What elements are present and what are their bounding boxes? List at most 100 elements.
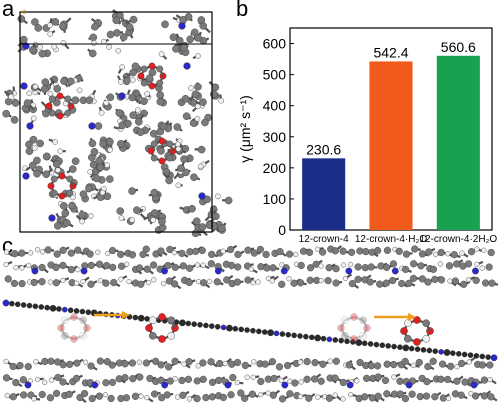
atom (138, 393, 144, 399)
panel-label-b: b (236, 0, 249, 21)
atom (135, 264, 144, 272)
atom (431, 275, 439, 283)
atom (85, 309, 92, 316)
atom (340, 396, 346, 402)
atom (395, 247, 403, 255)
atom (38, 278, 46, 286)
atom (229, 373, 237, 382)
atom (79, 331, 87, 340)
atom (275, 363, 284, 371)
atom (426, 347, 433, 354)
atom (121, 374, 129, 382)
atom (267, 329, 274, 337)
atom (186, 264, 194, 272)
atom (318, 263, 324, 269)
atom (165, 176, 174, 185)
atom (192, 247, 200, 255)
atom (115, 109, 124, 117)
atom (10, 116, 19, 124)
atom (283, 361, 292, 370)
atom (205, 221, 214, 230)
atom (31, 396, 37, 402)
y-tick-label: 600 (263, 36, 287, 52)
atom (29, 45, 37, 54)
atom (83, 324, 91, 332)
atom (74, 280, 80, 286)
atom (320, 335, 327, 342)
atom (244, 327, 250, 333)
atom (398, 279, 406, 288)
atom (95, 392, 104, 400)
atom (197, 163, 204, 170)
atom (150, 390, 159, 398)
atom (2, 374, 11, 382)
atom (160, 281, 167, 287)
atom (47, 22, 53, 29)
atom (165, 363, 173, 371)
y-tick-label: 200 (263, 160, 287, 176)
atom (374, 392, 382, 400)
atom (467, 352, 474, 358)
atom (190, 173, 198, 182)
atom (203, 322, 209, 329)
atom (20, 82, 28, 90)
atom (86, 250, 94, 258)
atom (71, 96, 80, 105)
atom (199, 98, 207, 106)
atom (22, 172, 30, 180)
unit-cell-outline (19, 11, 213, 233)
atom (97, 277, 104, 284)
atom (26, 262, 32, 268)
atom (47, 90, 54, 97)
atom (148, 82, 156, 90)
atom (129, 217, 135, 223)
atom (286, 390, 294, 398)
atom (345, 267, 353, 275)
atom (248, 390, 256, 398)
atom (224, 196, 233, 205)
atom (420, 347, 427, 353)
atom (59, 361, 67, 369)
atom (454, 364, 460, 370)
atom (341, 316, 349, 325)
atom (107, 394, 115, 403)
y-tick-label: 300 (263, 129, 287, 145)
atom (19, 376, 27, 384)
atom (131, 62, 140, 71)
atom (10, 279, 19, 288)
atom (424, 278, 432, 286)
atom (227, 245, 235, 254)
atom (156, 91, 164, 99)
atom (244, 246, 252, 254)
atom (400, 327, 408, 335)
y-axis-label: γ (μm² s⁻¹) (237, 95, 253, 163)
atom (410, 260, 418, 268)
atom (175, 36, 184, 45)
crystal-structure-a: a (2, 7, 233, 238)
atom (348, 261, 354, 268)
atom (443, 349, 451, 356)
atom (35, 376, 41, 383)
atom (108, 246, 117, 255)
atom (278, 377, 284, 383)
atom (297, 359, 303, 365)
atom (424, 362, 432, 371)
atom (220, 324, 227, 331)
atom (177, 164, 185, 173)
atom (487, 393, 495, 401)
atom (219, 393, 228, 402)
atom (361, 393, 369, 401)
atom (99, 189, 106, 196)
bond (344, 315, 355, 322)
atom (63, 219, 71, 227)
atom (66, 77, 75, 86)
atom (51, 43, 57, 50)
atom (198, 192, 206, 200)
atom (251, 359, 257, 365)
atom (116, 207, 125, 215)
panel-label-c: c (2, 233, 13, 258)
atom (258, 392, 264, 398)
atom (46, 394, 55, 402)
atom (405, 279, 413, 287)
atom (432, 348, 439, 354)
